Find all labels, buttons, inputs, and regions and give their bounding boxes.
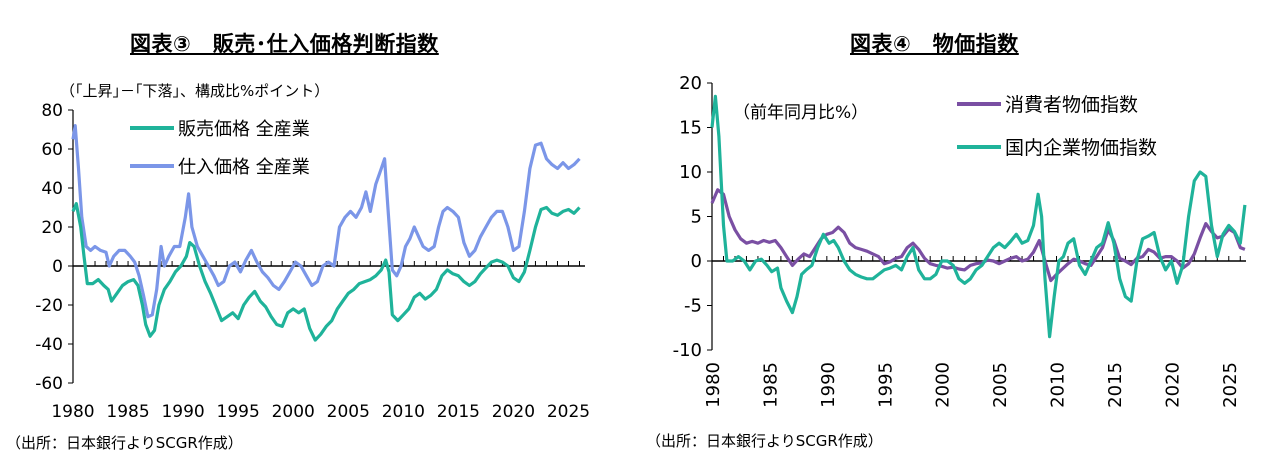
x-tick-label: 2025 [1220, 362, 1241, 408]
source-note-right: （出所：日本銀行よりSCGR作成） [646, 432, 883, 450]
y-tick-label: 5 [691, 207, 702, 228]
x-tick-label: 1990 [818, 362, 839, 408]
x-tick-label: 2015 [437, 402, 480, 422]
x-tick-label: 1985 [760, 362, 781, 408]
x-tick-label: 2005 [327, 402, 370, 422]
series-line-2 [710, 94, 1247, 339]
x-tick-label: 2020 [1162, 362, 1183, 408]
y-tick-label: -40 [35, 335, 63, 355]
x-tick-label: 1980 [51, 402, 94, 422]
chart-panel-right: 図表④ 物価指数 20 15 10 5 0 -5 -10 1980 1985 1990 1995 20… [640, 0, 1280, 463]
y-tick-label: 0 [691, 251, 702, 272]
y-tick-label: 60 [41, 140, 63, 160]
x-tick-label: 1995 [875, 362, 896, 408]
series-line-2 [71, 124, 581, 319]
x-tick-label: 1985 [106, 402, 149, 422]
series-line-1 [710, 188, 1246, 283]
chart-panel-left: 図表③ 販売･仕入価格判断指数 （｢上昇｣－｢下落｣、構成比%ポイント） 80 6… [6, 32, 590, 452]
y-tick-label: 20 [41, 218, 63, 238]
x-tick-label: 2010 [1048, 362, 1069, 408]
series-line-1 [71, 202, 581, 342]
chart-title-left: 図表③ 販売･仕入価格判断指数 [130, 32, 439, 56]
x-tick-label: 2000 [933, 362, 954, 408]
y-tick-label: 0 [52, 257, 63, 277]
legend-label: 仕入価格 全産業 [178, 157, 310, 178]
chart-svg-left: 80 60 40 20 0 -20 -40 -60 1980 1985 1990 1995 2000 20… [35, 101, 590, 422]
x-tick-label: 2000 [272, 402, 315, 422]
source-note-left: （出所：日本銀行よりSCGR作成） [6, 434, 243, 452]
legend-label: 販売価格 全産業 [178, 119, 310, 140]
y-tick-label: 20 [679, 73, 702, 94]
y-tick-label: -5 [684, 296, 702, 317]
y-tick-label: 40 [41, 179, 63, 199]
y-tick-label: 10 [679, 162, 702, 183]
x-tick-label: 2025 [547, 402, 590, 422]
y-tick-label: -20 [35, 296, 63, 316]
y-tick-label: 15 [679, 118, 702, 139]
x-tick-label: 1980 [703, 362, 724, 408]
y-tick-label: 80 [41, 101, 63, 121]
legend-label: 消費者物価指数 [1005, 94, 1138, 116]
y-tick-label: -10 [673, 340, 702, 361]
y-tick-label: -60 [35, 374, 63, 394]
unit-note-right: （前年同月比%） [733, 103, 869, 123]
x-tick-label: 2020 [492, 402, 535, 422]
unit-note-left: （｢上昇｣－｢下落｣、構成比%ポイント） [60, 82, 330, 100]
x-tick-label: 2005 [990, 362, 1011, 408]
legend-label: 国内企業物価指数 [1005, 137, 1157, 159]
x-tick-label: 1995 [217, 402, 260, 422]
x-tick-label: 2015 [1105, 362, 1126, 408]
x-tick-label: 2010 [382, 402, 425, 422]
x-tick-label: 1990 [161, 402, 204, 422]
chart-title-right: 図表④ 物価指数 [850, 32, 1019, 56]
